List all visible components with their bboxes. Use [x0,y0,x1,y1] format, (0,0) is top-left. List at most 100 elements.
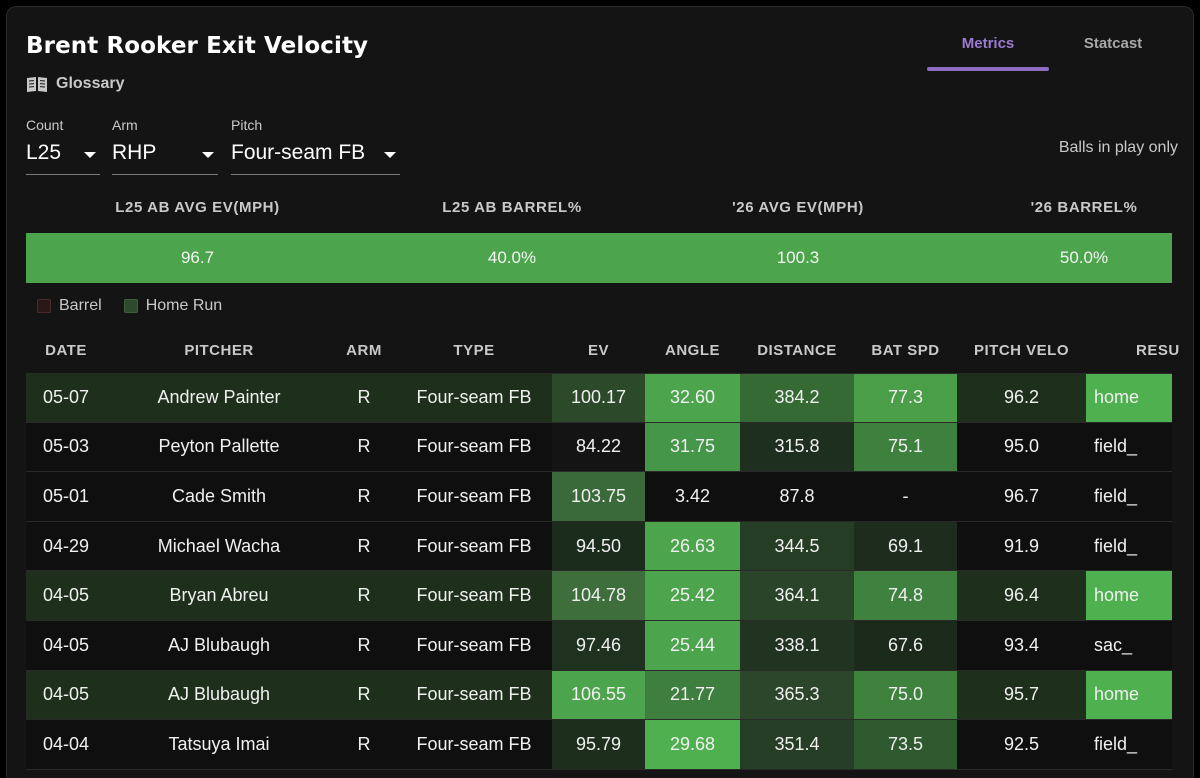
column-header-pitcher[interactable]: PITCHER [184,342,254,359]
cell-ev: 97.46 [552,620,645,670]
cell-bat-spd: 75.0 [854,670,957,720]
cell-ev: 100.17 [552,374,645,422]
cell-date: 05-01 [42,485,90,506]
pitch-filter-label: Pitch [231,117,263,133]
summary-header: L25 AB AVG EV(MPH) [115,199,280,216]
cell-result: field_ [1094,535,1138,556]
cell-pitcher: AJ Blubaugh [167,634,271,655]
summary-value: 40.0% [487,248,537,267]
table-row[interactable]: 05-03 Peyton Pallette R Four-seam FB 84.22 31… [26,422,1172,473]
cell-bat-spd: 73.5 [854,720,957,769]
column-header-type[interactable]: TYPE [453,342,495,359]
cell-angle: 25.44 [645,620,740,670]
cell-bat-spd: 69.1 [854,521,957,571]
cell-arm: R [357,585,371,606]
column-header-distance[interactable]: DISTANCE [757,342,837,359]
cell-date: 04-05 [42,585,90,606]
chevron-down-icon [202,152,214,158]
cell-pitch-velo: 95.7 [1003,684,1040,705]
table-body: 05-07 Andrew Painter R Four-seam FB 100.17 32… [26,373,1193,770]
column-header-angle[interactable]: ANGLE [665,342,720,359]
arm-select[interactable]: RHP [112,141,218,175]
pitch-filter: Pitch Four-seam FB [231,117,400,175]
cell-result: home [1086,571,1172,620]
cell-angle: 21.77 [645,670,740,720]
cell-date: 04-04 [42,733,90,754]
cell-distance: 351.4 [740,720,854,769]
page-title: Brent Rooker Exit Velocity [26,33,369,59]
legend-label: Home Run [145,297,223,314]
table-row[interactable]: 04-29 Michael Wacha R Four-seam FB 94.50 26.6… [26,521,1172,572]
column-header-result[interactable]: RESU [1136,342,1180,359]
cell-bat-spd: 67.6 [854,620,957,670]
column-header-date[interactable]: DATE [45,342,87,359]
cell-type: Four-seam FB [416,733,532,754]
view-tabs: Metrics Statcast [927,35,1177,75]
cell-date: 04-29 [42,535,90,556]
cell-pitch-velo: 95.0 [1003,436,1040,457]
chevron-down-icon [84,152,96,158]
cell-distance: 364.1 [740,571,854,620]
column-header-bat-spd[interactable]: BAT SPD [871,342,940,359]
cell-arm: R [357,535,371,556]
cell-pitch-velo: 96.7 [1003,485,1040,506]
column-header-pitch-velo[interactable]: PITCH VELO [973,342,1069,359]
cell-ev: 104.78 [552,571,645,620]
cell-result: field_ [1094,436,1138,457]
table-header: DATE PITCHER ARM TYPE EV ANGLE DISTANCE … [26,337,1193,373]
tab-metrics[interactable]: Metrics [961,35,1015,52]
column-header-arm[interactable]: ARM [346,342,382,359]
cell-ev: 106.55 [552,670,645,720]
cell-angle: 32.60 [645,374,740,422]
cell-type: Four-seam FB [416,436,532,457]
glossary-link[interactable]: Glossary [26,75,124,93]
cell-arm: R [357,684,371,705]
table-row[interactable]: 04-05 AJ Blubaugh R Four-seam FB 106.55 21.77… [26,670,1172,721]
cell-arm: R [357,733,371,754]
count-filter-label: Count [26,117,64,133]
cell-date: 05-07 [42,387,90,408]
cell-pitcher: Andrew Painter [157,387,281,408]
cell-pitch-velo: 96.4 [1003,585,1040,606]
cell-distance: 344.5 [740,521,854,571]
cell-date: 04-05 [42,634,90,655]
legend-label: Barrel [59,297,102,314]
cell-arm: R [357,436,371,457]
cell-type: Four-seam FB [416,535,532,556]
active-tab-indicator [927,67,1049,71]
cell-angle: 25.42 [645,571,740,620]
legend-item-barrel: Barrel [37,297,102,315]
table-row[interactable]: 05-07 Andrew Painter R Four-seam FB 100.17 32… [26,373,1172,423]
summary-header: L25 AB BARREL% [442,199,582,216]
legend-item-home-run: Home Run [123,297,223,315]
table-row[interactable]: 04-05 AJ Blubaugh R Four-seam FB 97.46 25.44 3… [26,620,1172,671]
cell-ev: 95.79 [552,720,645,769]
cell-distance: 338.1 [740,620,854,670]
cell-ev: 84.22 [552,422,645,472]
balls-in-play-note: Balls in play only [1058,139,1178,156]
table-row[interactable]: 04-04 Tatsuya Imai R Four-seam FB 95.79 29.68… [26,720,1172,770]
pitch-select[interactable]: Four-seam FB [231,141,400,175]
home-run-swatch [123,299,138,313]
cell-bat-spd: - [854,472,957,521]
cell-pitcher: Tatsuya Imai [168,733,270,754]
summary-header: '26 AVG EV(MPH) [732,199,864,216]
cell-arm: R [357,634,371,655]
glossary-label: Glossary [56,75,125,92]
cell-pitcher: Michael Wacha [157,535,281,556]
cell-result: home [1086,670,1172,720]
count-filter: Count L25 [26,117,100,175]
summary-value: 50.0% [1059,248,1109,267]
tab-statcast[interactable]: Statcast [1083,35,1143,52]
cell-pitch-velo: 93.4 [1003,634,1040,655]
cell-type: Four-seam FB [416,485,532,506]
table-row[interactable]: 04-05 Bryan Abreu R Four-seam FB 104.78 25.42… [26,571,1172,621]
cell-distance: 315.8 [740,422,854,472]
cell-bat-spd: 75.1 [854,422,957,472]
cell-result: sac_ [1094,634,1133,655]
cell-ev: 103.75 [552,472,645,521]
cell-pitch-velo: 96.2 [1003,387,1040,408]
table-row[interactable]: 05-01 Cade Smith R Four-seam FB 103.75 3.42 87… [26,472,1172,522]
count-select[interactable]: L25 [26,141,100,175]
column-header-ev[interactable]: EV [587,342,609,359]
